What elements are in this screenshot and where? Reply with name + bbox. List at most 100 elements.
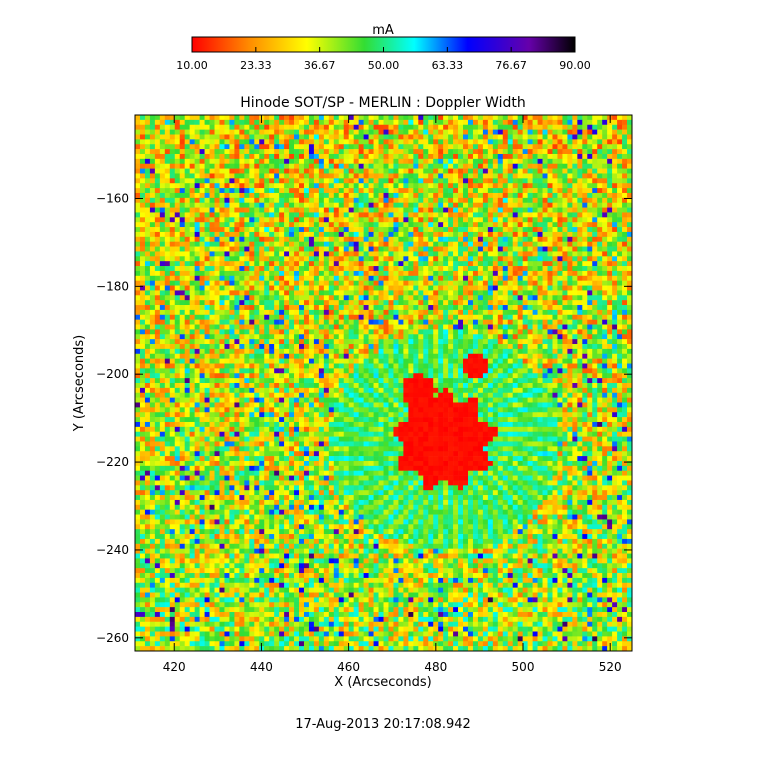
heatmap-cell xyxy=(622,305,628,311)
heatmap-cell xyxy=(333,344,340,350)
heatmap-cell xyxy=(552,275,558,281)
heatmap-cell xyxy=(537,144,543,150)
heatmap-cell xyxy=(318,202,325,208)
heatmap-cell xyxy=(512,295,518,301)
heatmap-cell xyxy=(463,153,469,160)
heatmap-cell xyxy=(135,324,141,330)
heatmap-cell xyxy=(567,173,573,179)
heatmap-cell xyxy=(318,309,325,316)
heatmap-cell xyxy=(294,163,300,169)
heatmap-cell xyxy=(249,236,255,242)
heatmap-cell xyxy=(507,344,514,350)
heatmap-cell xyxy=(572,339,578,345)
heatmap-cell xyxy=(557,153,563,160)
heatmap-cell xyxy=(214,319,220,325)
heatmap-cell xyxy=(289,173,295,179)
heatmap-cell xyxy=(368,227,374,233)
heatmap-cell xyxy=(547,339,553,345)
heatmap-cell xyxy=(274,227,280,233)
heatmap-cell xyxy=(443,353,449,359)
heatmap-cell xyxy=(244,119,250,126)
heatmap-cell xyxy=(154,329,161,335)
heatmap-cell xyxy=(303,295,310,301)
heatmap-cell xyxy=(269,266,275,272)
heatmap-cell xyxy=(209,334,215,340)
heatmap-cell xyxy=(184,188,190,194)
heatmap-cell xyxy=(219,314,225,320)
heatmap-cell xyxy=(472,261,479,267)
heatmap-cell xyxy=(438,207,444,213)
heatmap-cell xyxy=(388,183,394,189)
heatmap-cell xyxy=(274,295,280,301)
heatmap-cell xyxy=(259,241,265,247)
heatmap-cell xyxy=(164,246,171,252)
heatmap-cell xyxy=(592,115,598,121)
heatmap-cell xyxy=(567,129,573,135)
heatmap-cell xyxy=(264,188,270,194)
heatmap-cell xyxy=(592,309,598,316)
heatmap-cell xyxy=(284,275,290,281)
heatmap-cell xyxy=(259,139,265,145)
heatmap-cell xyxy=(338,251,345,257)
heatmap-cell xyxy=(209,163,215,169)
heatmap-cell xyxy=(179,124,185,130)
heatmap-cell xyxy=(413,329,419,335)
heatmap-cell xyxy=(388,300,394,306)
heatmap-cell xyxy=(627,295,632,301)
heatmap-cell xyxy=(592,319,598,325)
heatmap-cell xyxy=(612,178,618,184)
heatmap-cell xyxy=(453,168,459,174)
heatmap-cell xyxy=(363,329,369,335)
heatmap-cell xyxy=(428,266,434,272)
heatmap-cell xyxy=(433,246,439,252)
heatmap-cell xyxy=(438,348,444,355)
heatmap-cell xyxy=(308,124,315,130)
heatmap-cell xyxy=(274,153,280,160)
heatmap-cell xyxy=(403,319,409,325)
heatmap-cell xyxy=(393,163,399,169)
heatmap-cell xyxy=(537,188,543,194)
heatmap-cell xyxy=(582,344,588,350)
heatmap-cell xyxy=(353,314,359,320)
heatmap-cell xyxy=(408,144,414,150)
heatmap-cell xyxy=(517,192,523,199)
heatmap-cell xyxy=(229,197,235,204)
heatmap-cell xyxy=(149,178,156,184)
heatmap-cell xyxy=(294,324,300,330)
heatmap-cell xyxy=(343,222,350,228)
heatmap-cell xyxy=(627,270,632,277)
heatmap-cell xyxy=(622,270,628,277)
heatmap-cell xyxy=(502,139,509,145)
heatmap-cell xyxy=(627,344,632,350)
heatmap-cell xyxy=(552,348,558,355)
heatmap-cell xyxy=(199,188,205,194)
heatmap-cell xyxy=(547,202,553,208)
heatmap-cell xyxy=(358,353,364,359)
heatmap-cell xyxy=(289,241,295,247)
heatmap-cell xyxy=(443,329,449,335)
heatmap-cell xyxy=(149,134,156,140)
heatmap-cell xyxy=(463,212,469,218)
heatmap-cell xyxy=(497,183,504,189)
heatmap-cell xyxy=(487,134,494,140)
heatmap-cell xyxy=(587,124,593,130)
heatmap-cell xyxy=(582,173,588,179)
heatmap-cell xyxy=(403,129,409,135)
heatmap-cell xyxy=(607,139,613,145)
heatmap-cell xyxy=(408,197,414,204)
heatmap-cell xyxy=(284,261,290,267)
heatmap-cell xyxy=(214,168,220,174)
heatmap-cell xyxy=(214,246,220,252)
heatmap-cell xyxy=(294,300,300,306)
heatmap-cell xyxy=(308,261,315,267)
heatmap-cell xyxy=(567,134,573,140)
heatmap-cell xyxy=(174,188,181,194)
heatmap-cell xyxy=(423,163,429,169)
heatmap-cell xyxy=(472,197,479,204)
heatmap-cell xyxy=(517,290,523,296)
heatmap-cell xyxy=(279,334,285,340)
heatmap-cell xyxy=(184,251,190,257)
heatmap-cell xyxy=(393,149,399,155)
heatmap-cell xyxy=(622,236,628,242)
heatmap-cell xyxy=(532,309,538,316)
